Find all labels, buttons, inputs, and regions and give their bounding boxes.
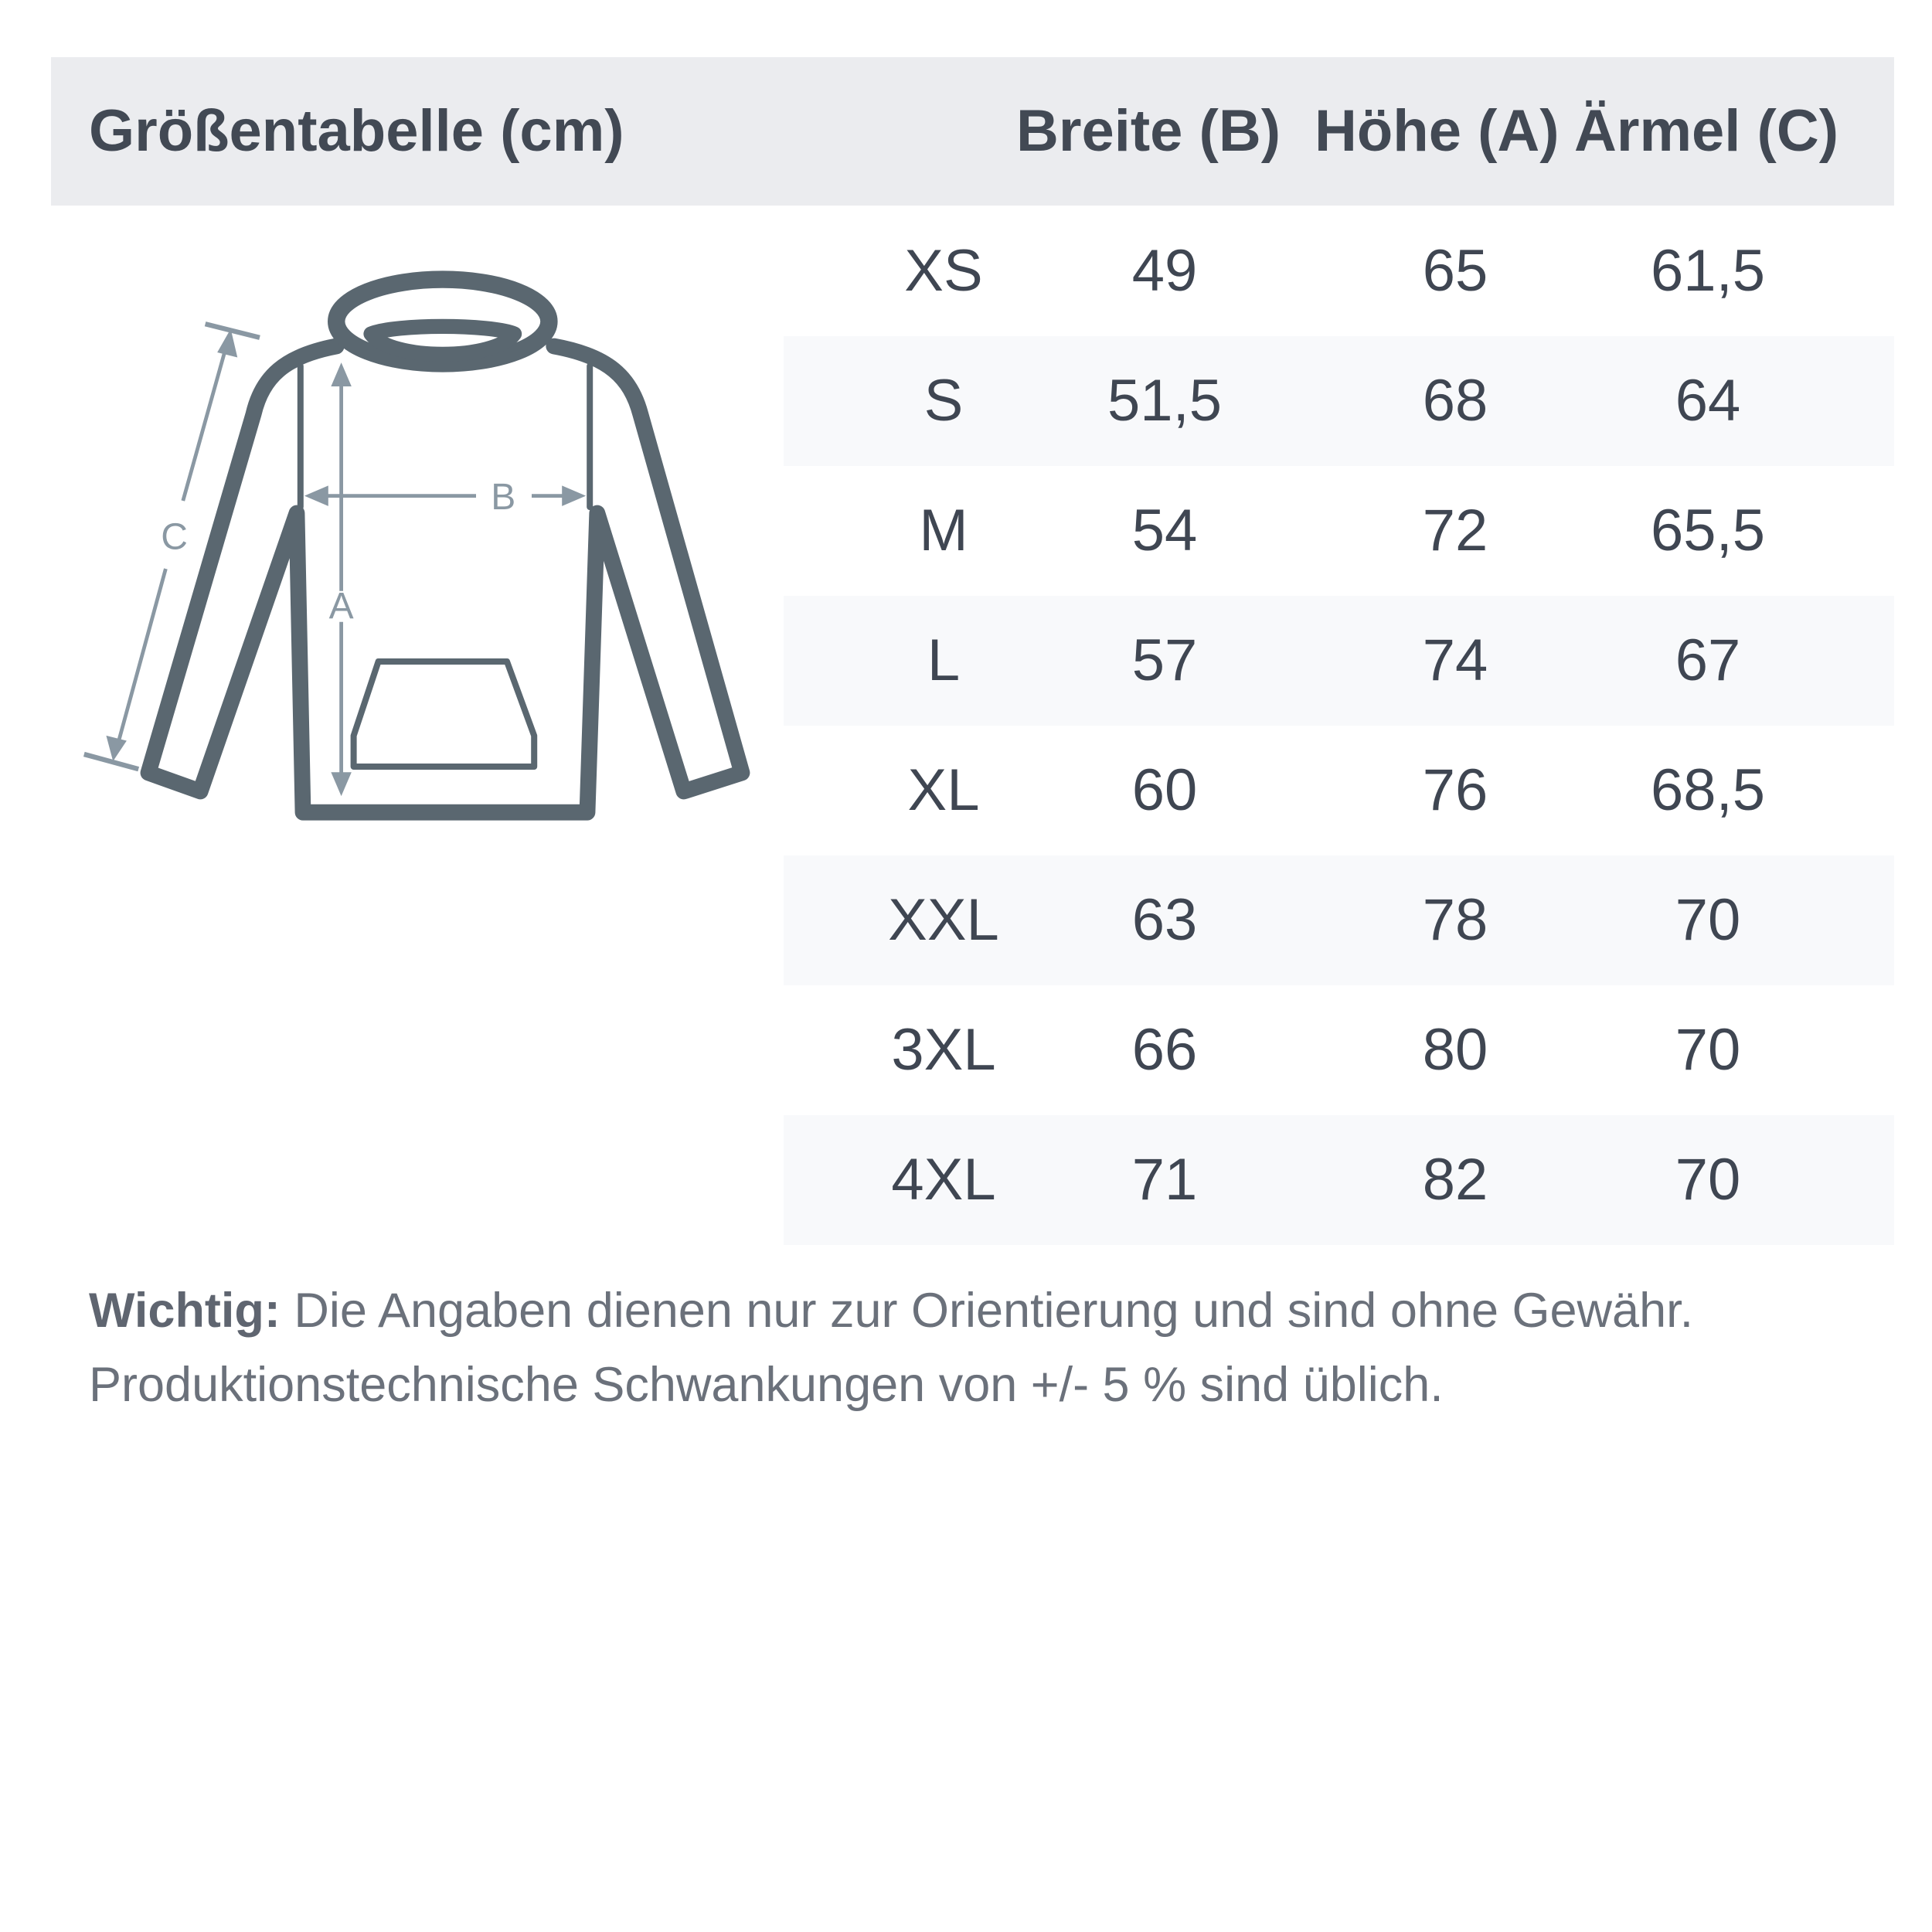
note-text: Die Angaben dienen nur zur Orientierung … <box>280 1284 1694 1338</box>
table-row: XS 49 65 61,5 <box>784 206 1894 336</box>
table-row: XXL 63 78 70 <box>784 855 1894 985</box>
table-row: 4XL 71 82 70 <box>784 1115 1894 1245</box>
cell-aermel: 68,5 <box>1651 757 1765 823</box>
cell-size: XXL <box>888 887 999 953</box>
cell-aermel: 64 <box>1675 368 1741 434</box>
cell-hoehe: 82 <box>1422 1147 1488 1213</box>
cell-hoehe: 68 <box>1422 368 1488 434</box>
cell-size: M <box>919 498 968 563</box>
column-header-hoehe: Höhe (A) <box>1315 98 1560 164</box>
table-row: M 54 72 65,5 <box>784 466 1894 596</box>
hoodie-body-outline <box>140 338 750 821</box>
cell-aermel: 61,5 <box>1651 238 1765 304</box>
cell-hoehe: 78 <box>1422 887 1488 953</box>
note-line-1: Wichtig: Die Angaben dienen nur zur Orie… <box>89 1274 1693 1348</box>
cell-breite: 71 <box>1131 1147 1198 1213</box>
cell-breite: 49 <box>1131 238 1198 304</box>
column-header-breite: Breite (B) <box>1016 98 1281 164</box>
hood-inner <box>363 318 522 362</box>
cell-aermel: 70 <box>1675 887 1741 953</box>
cell-aermel: 67 <box>1675 628 1741 693</box>
cell-size: L <box>927 628 961 693</box>
cell-breite: 51,5 <box>1107 368 1222 434</box>
table-header <box>51 57 1894 206</box>
cell-hoehe: 80 <box>1422 1017 1488 1083</box>
table-row: 3XL 66 80 70 <box>784 985 1894 1115</box>
cell-size: XS <box>904 238 983 304</box>
label-a: A <box>329 586 354 627</box>
cell-breite: 63 <box>1131 887 1198 953</box>
table-row: L 57 74 67 <box>784 596 1894 726</box>
cell-hoehe: 76 <box>1422 757 1488 823</box>
cell-aermel: 70 <box>1675 1147 1741 1213</box>
label-b: B <box>491 477 515 518</box>
cell-hoehe: 74 <box>1422 628 1488 693</box>
table-row: XL 60 76 68,5 <box>784 726 1894 855</box>
note-line-2: Produktionstechnische Schwankungen von +… <box>89 1358 1444 1412</box>
cell-breite: 66 <box>1131 1017 1198 1083</box>
cell-breite: 54 <box>1131 498 1198 563</box>
cell-aermel: 65,5 <box>1651 498 1765 563</box>
cell-size: S <box>923 368 964 434</box>
table-row: S 51,5 68 64 <box>784 336 1894 466</box>
cell-size: XL <box>907 757 980 823</box>
cell-size: 4XL <box>891 1147 996 1213</box>
cell-aermel: 70 <box>1675 1017 1741 1083</box>
hood-outer <box>328 270 558 372</box>
cell-size: 3XL <box>891 1017 996 1083</box>
cell-breite: 60 <box>1131 757 1198 823</box>
pocket <box>350 658 538 770</box>
page-title: Größentabelle (cm) <box>89 98 624 164</box>
cell-hoehe: 65 <box>1422 238 1488 304</box>
cell-hoehe: 72 <box>1422 498 1488 563</box>
note-bold: Wichtig: <box>89 1284 281 1338</box>
label-c: C <box>161 516 188 557</box>
cell-breite: 57 <box>1131 628 1198 693</box>
column-header-aermel: Ärmel (C) <box>1574 98 1839 164</box>
